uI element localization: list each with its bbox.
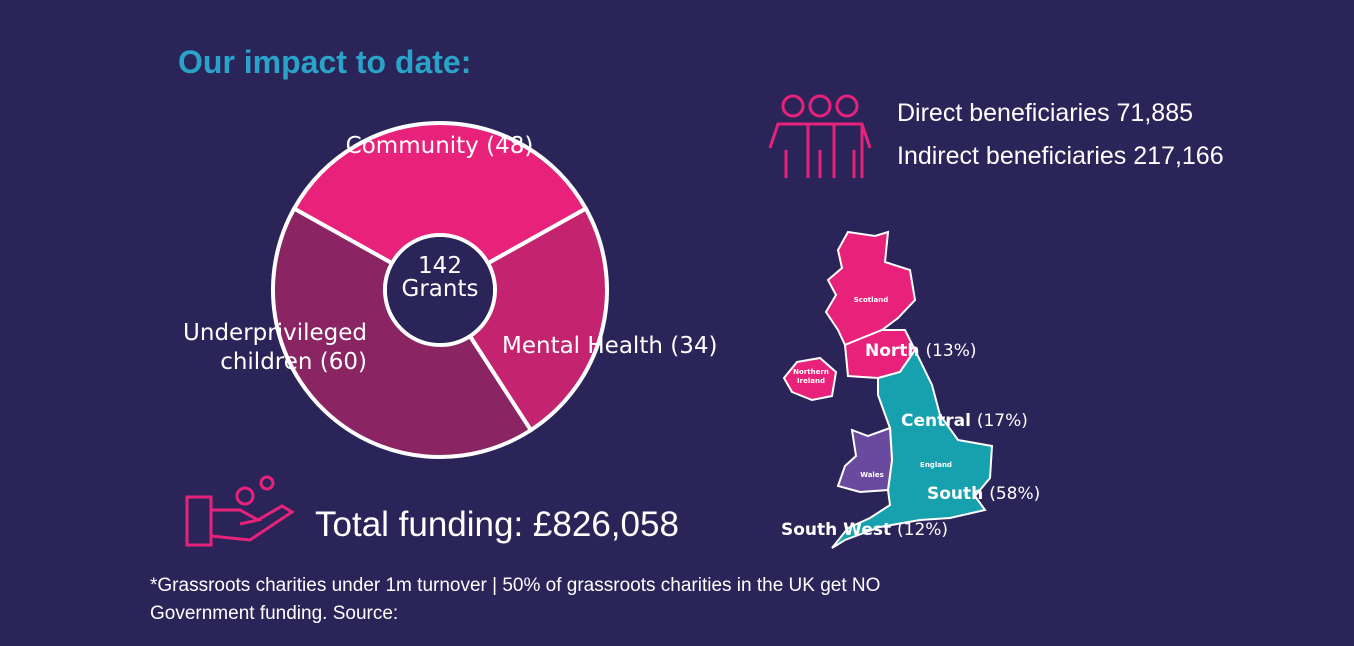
funding: Total funding: £826,058	[315, 505, 679, 544]
region-share: (58%)	[989, 484, 1041, 504]
country-label: Northern Ireland	[793, 368, 829, 385]
region-label: North (13%)	[865, 341, 977, 361]
northern-ireland	[782, 356, 838, 402]
wales	[836, 426, 894, 494]
slice-label: Community (48)	[337, 132, 542, 161]
slice-label: Mental Health (34)	[502, 332, 717, 361]
footnote: Government funding. Source:	[150, 603, 399, 624]
hand-icon	[185, 475, 295, 547]
category: Community	[345, 133, 479, 159]
value-label: (48)	[486, 133, 534, 159]
center-value: 142	[418, 253, 462, 279]
england	[831, 348, 994, 549]
region-name: South	[927, 484, 984, 504]
region-share: (13%)	[925, 341, 977, 361]
slice-label: Underprivileged children (60)	[160, 319, 367, 377]
region-name: North	[865, 341, 920, 361]
center-text: Grants	[401, 276, 479, 302]
people-icon	[768, 94, 872, 178]
region-name: Central	[901, 411, 971, 431]
slice	[291, 121, 589, 266]
country-label: England	[920, 461, 952, 469]
center-label: 142 Grants	[385, 255, 495, 301]
category: Mental Health	[502, 333, 663, 359]
region-name: South West	[781, 520, 892, 540]
value-label: (34)	[670, 333, 718, 359]
region-label: South West (12%)	[781, 520, 948, 540]
region-label: South (58%)	[927, 484, 1040, 504]
title: Our impact to date:	[178, 44, 472, 80]
category: Underprivileged children	[183, 320, 367, 375]
country-label: Wales	[860, 471, 884, 479]
beneficiary: Indirect beneficiaries 217,166	[897, 142, 1224, 170]
region-share: (17%)	[976, 411, 1028, 431]
value-label: (60)	[319, 349, 367, 375]
uk-map	[782, 230, 994, 549]
country-word: Ireland	[797, 377, 825, 385]
slice	[467, 205, 609, 433]
country-word: Northern	[793, 368, 829, 376]
region-label: Central (17%)	[901, 411, 1028, 431]
region-share: (12%)	[897, 520, 949, 540]
scotland	[824, 230, 917, 347]
country-label: Scotland	[854, 296, 888, 304]
beneficiary: Direct beneficiaries 71,885	[897, 99, 1193, 127]
slice	[271, 205, 534, 459]
donut-hole	[387, 237, 493, 343]
footnote: *Grassroots charities under 1m turnover …	[150, 575, 881, 596]
